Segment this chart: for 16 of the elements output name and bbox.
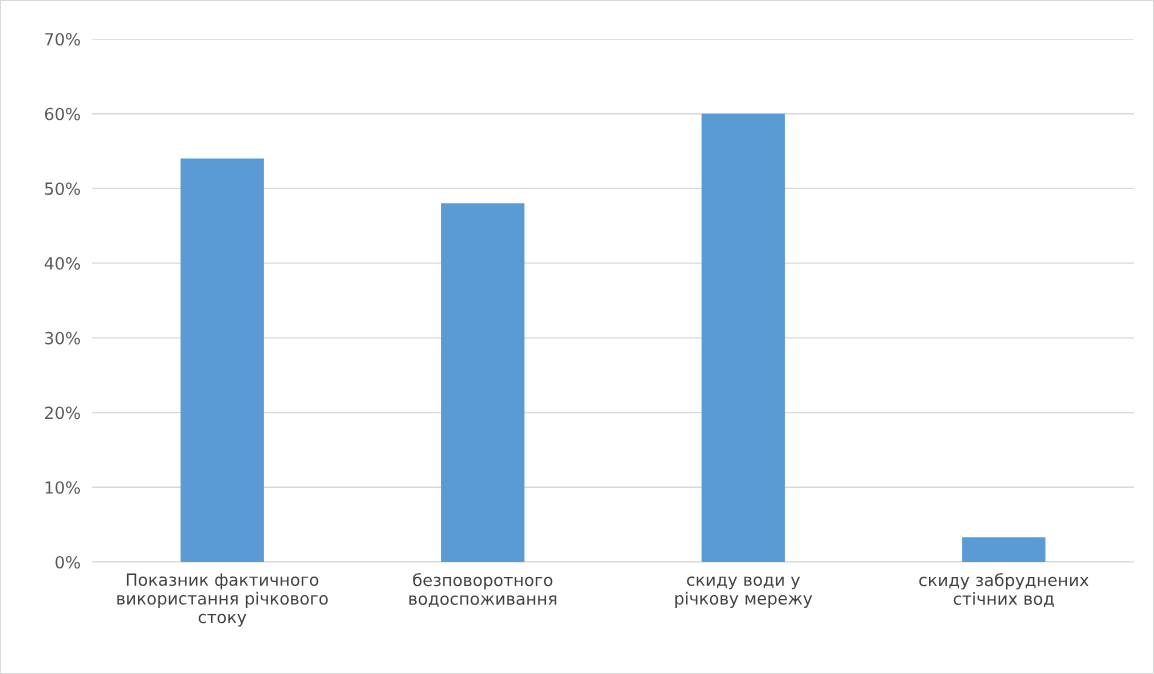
y-tick-label: 60% xyxy=(45,107,80,121)
x-tick-label: скиду забруднених стічних вод xyxy=(919,573,1089,608)
y-tick-label: 40% xyxy=(44,257,80,270)
x-tick-label: безповоротного водоспоживання xyxy=(409,573,557,608)
y-tick-label: 10% xyxy=(45,481,80,494)
y-tick-label: 30% xyxy=(45,331,80,345)
x-tick-label: Показник фактичного використання річкового стоку xyxy=(117,573,328,627)
y-tick-label: 50% xyxy=(45,182,80,195)
x-tick-label: скиду води у річкову мережу xyxy=(675,576,813,608)
y-tick-label: 70% xyxy=(45,32,80,46)
bar xyxy=(180,158,264,562)
y-tick-label: 20% xyxy=(45,406,80,420)
bar xyxy=(962,537,1046,562)
y-tick-label: 0% xyxy=(55,555,80,569)
bar xyxy=(701,113,785,562)
bar xyxy=(441,203,525,562)
